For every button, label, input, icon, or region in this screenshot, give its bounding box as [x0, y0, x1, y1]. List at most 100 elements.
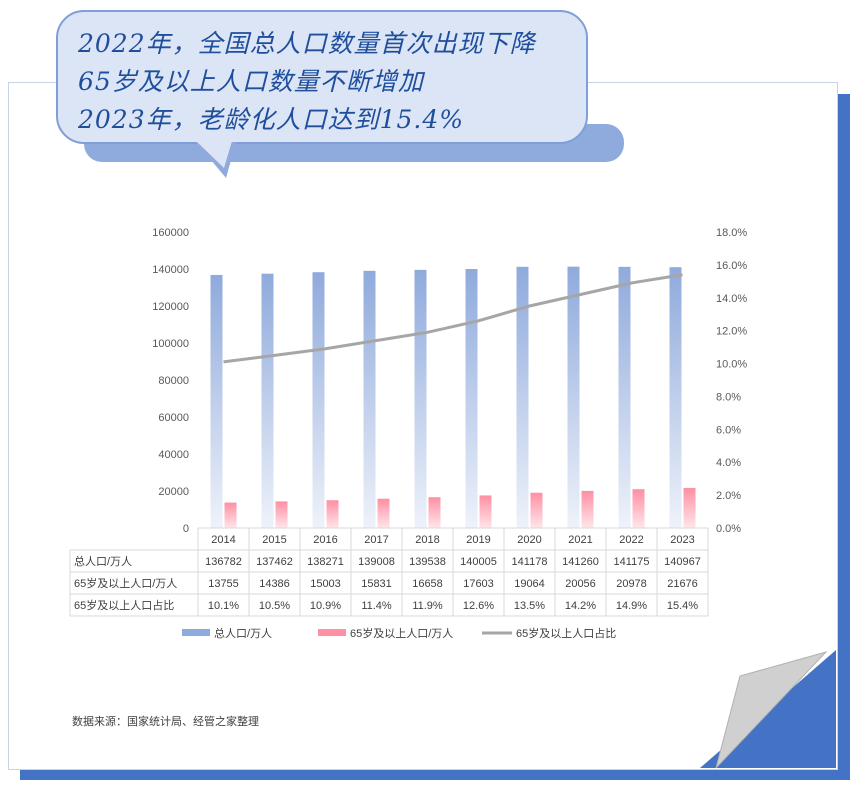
legend-swatch-total	[182, 629, 210, 636]
table-cell: 19064	[514, 578, 545, 590]
legend-swatch-aged	[318, 629, 346, 636]
bar-total-population	[516, 266, 529, 528]
x-tick-label: 2016	[313, 534, 337, 546]
left-axis: 0 20000 40000 60000 80000 100000 120000 140000 1…	[152, 227, 189, 535]
x-tick-label: 2017	[364, 534, 388, 546]
table-cell: 15.4%	[667, 600, 698, 612]
right-tick-label: 2.0%	[716, 490, 741, 502]
left-tick-label: 120000	[152, 301, 189, 313]
bar-total-population	[312, 272, 325, 528]
table-cell: 139008	[358, 556, 395, 568]
left-tick-label: 140000	[152, 264, 189, 276]
table-cell: 10.5%	[259, 600, 290, 612]
table-cell: 140005	[460, 556, 497, 568]
bar-total-population	[210, 274, 223, 528]
right-tick-label: 12.0%	[716, 326, 747, 338]
x-tick-label: 2021	[568, 534, 592, 546]
bar-aged-65-plus	[326, 500, 339, 528]
bar-total-population	[363, 270, 376, 528]
table-cell: 17603	[463, 578, 494, 590]
headline-line-3: 2023年，老龄化人口达到15.4%	[78, 105, 465, 134]
table-cell: 21676	[667, 578, 698, 590]
table-row-label: 65岁及以上人口占比	[74, 598, 174, 612]
x-tick-label: 2018	[415, 534, 439, 546]
table-cell: 20978	[616, 578, 647, 590]
headline-bubble	[56, 10, 588, 144]
bar-total-population	[261, 273, 274, 528]
bar-aged-65-plus	[377, 498, 390, 528]
x-tick-label: 2014	[211, 534, 235, 546]
x-tick-label: 2023	[670, 534, 694, 546]
left-tick-label: 60000	[158, 412, 189, 424]
line-aged-share	[223, 273, 683, 364]
table-cell: 14.2%	[565, 600, 596, 612]
table-row-label: 65岁及以上人口/万人	[74, 576, 177, 590]
table-cell: 14.9%	[616, 600, 647, 612]
right-tick-label: 6.0%	[716, 424, 741, 436]
bar-aged-65-plus	[224, 502, 237, 528]
bar-aged-65-plus	[581, 490, 594, 528]
right-tick-label: 8.0%	[716, 391, 741, 403]
right-tick-label: 0.0%	[716, 523, 741, 535]
right-tick-label: 18.0%	[716, 227, 747, 239]
table-cell: 16658	[412, 578, 443, 590]
headline-line-1: 2022年，全国总人口数量首次出现下降	[78, 29, 536, 58]
bar-total-population	[669, 267, 682, 528]
table-cell: 12.6%	[463, 600, 494, 612]
left-tick-label: 160000	[152, 227, 189, 239]
bar-total-population	[465, 268, 478, 528]
table-cell: 13.5%	[514, 600, 545, 612]
bar-aged-65-plus	[530, 492, 543, 528]
x-tick-label: 2019	[466, 534, 490, 546]
table-cell: 15831	[361, 578, 392, 590]
x-tick-label: 2022	[619, 534, 643, 546]
table-cell: 141260	[562, 556, 599, 568]
x-tick-label: 2015	[262, 534, 286, 546]
legend-label-total: 总人口/万人	[214, 626, 272, 640]
bar-total-population	[618, 266, 631, 528]
headline-line-2: 65岁及以上人口数量不断增加	[78, 67, 424, 96]
table-cell: 139538	[409, 556, 446, 568]
right-tick-label: 14.0%	[716, 293, 747, 305]
table-cell: 20056	[565, 578, 596, 590]
table-cell: 10.1%	[208, 600, 239, 612]
data-table: 2014 2015 2016 2017 2018 2019 2020 2021 2022 2023…	[69, 527, 709, 617]
bar-aged-65-plus	[632, 489, 645, 528]
left-tick-label: 0	[183, 523, 189, 535]
table-cell: 140967	[664, 556, 701, 568]
right-axis: 0.0% 2.0% 4.0% 6.0% 8.0% 10.0% 12.0% 14.0% 16.0%…	[716, 227, 747, 535]
left-tick-label: 40000	[158, 449, 189, 461]
source-note: 数据来源：国家统计局、经管之家整理	[72, 716, 259, 728]
right-tick-label: 10.0%	[716, 359, 747, 371]
bar-total-population	[567, 266, 580, 528]
legend-label-aged: 65岁及以上人口/万人	[350, 626, 453, 640]
table-cell: 141175	[614, 556, 650, 568]
table-cell: 11.9%	[412, 600, 443, 612]
left-tick-label: 100000	[152, 338, 189, 350]
left-tick-label: 20000	[158, 486, 189, 498]
bar-total-population	[414, 269, 427, 528]
bar-aged-65-plus	[479, 495, 492, 528]
table-cell: 137462	[256, 556, 293, 568]
legend-label-share: 65岁及以上人口占比	[516, 626, 616, 640]
table-cell: 10.9%	[310, 600, 341, 612]
right-tick-label: 16.0%	[716, 260, 747, 272]
table-cell: 138271	[307, 556, 344, 568]
right-tick-label: 4.0%	[716, 457, 741, 469]
table-cell: 15003	[310, 578, 341, 590]
table-cell: 13755	[208, 578, 239, 590]
table-cell: 11.4%	[361, 600, 392, 612]
table-cell: 141178	[512, 556, 548, 568]
table-cell: 136782	[205, 556, 242, 568]
bar-aged-65-plus	[683, 487, 696, 528]
table-cell: 14386	[259, 578, 290, 590]
bar-series	[210, 266, 696, 528]
bar-aged-65-plus	[275, 501, 288, 528]
left-tick-label: 80000	[158, 375, 189, 387]
table-row-label: 总人口/万人	[74, 554, 132, 568]
line-series	[223, 273, 683, 364]
bar-aged-65-plus	[428, 497, 441, 528]
legend: 总人口/万人 65岁及以上人口/万人 65岁及以上人口占比	[182, 626, 616, 640]
x-tick-label: 2020	[517, 534, 541, 546]
